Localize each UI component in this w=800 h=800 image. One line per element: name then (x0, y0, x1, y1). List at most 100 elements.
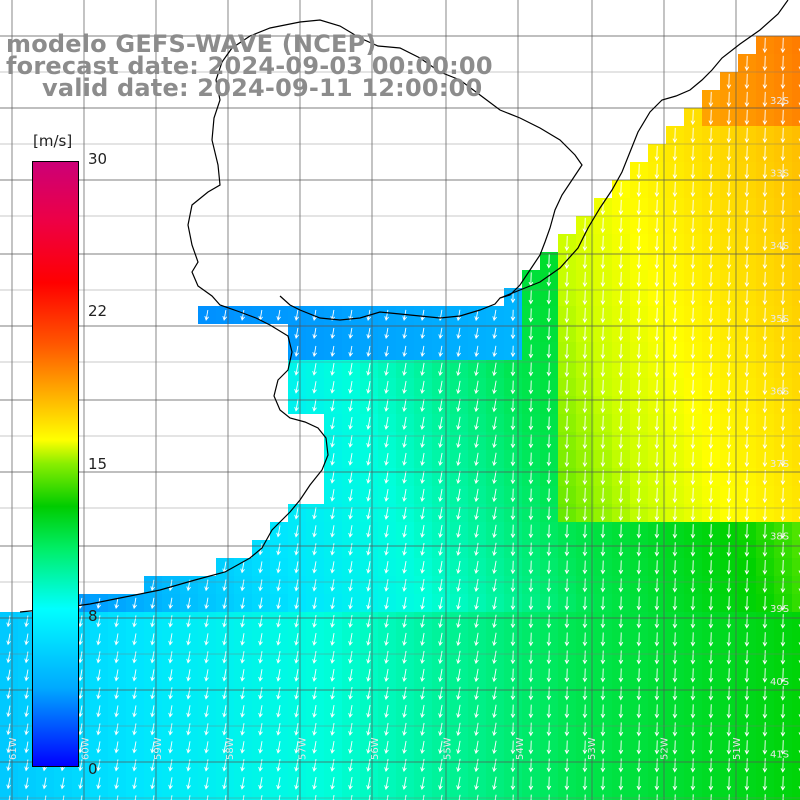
wind-arrow (330, 507, 335, 520)
wind-arrow (708, 487, 714, 504)
wind-arrow (708, 433, 714, 450)
wind-arrow (78, 759, 83, 772)
wind-arrow (726, 361, 732, 378)
wind-cell (792, 396, 800, 414)
wind-arrow (546, 524, 552, 539)
wind-arrow (672, 163, 678, 180)
wind-arrow (690, 542, 696, 557)
wind-arrow (276, 651, 281, 664)
wind-arrow (690, 722, 696, 737)
wind-arrow (258, 615, 263, 628)
wind-arrow (600, 704, 606, 719)
wind-arrow (636, 524, 642, 539)
wind-arrow (546, 632, 552, 647)
wind-arrow (672, 650, 678, 665)
wind-arrow (546, 272, 552, 287)
wind-arrow (726, 686, 732, 701)
wind-arrow (762, 379, 768, 396)
wind-arrow (420, 398, 425, 413)
wind-arrow (744, 343, 750, 360)
wind-arrow (222, 759, 227, 772)
wind-arrow (708, 289, 714, 306)
wind-arrow (636, 704, 642, 719)
wind-arrow (456, 506, 461, 521)
wind-arrow (726, 524, 732, 539)
wind-arrow (384, 668, 389, 682)
wind-arrow (260, 795, 263, 800)
wind-arrow (762, 91, 768, 108)
lat-label: 41S (770, 749, 789, 760)
wind-arrow (618, 758, 624, 773)
wind-cell (792, 504, 800, 522)
wind-arrow (420, 452, 425, 466)
wind-arrow (438, 542, 443, 556)
wind-arrow (312, 345, 317, 357)
wind-arrow (98, 795, 101, 800)
wind-arrow (762, 37, 768, 54)
wind-arrow (384, 416, 389, 430)
wind-arrow (762, 307, 768, 324)
wind-arrow (672, 433, 678, 450)
wind-arrow (600, 668, 606, 683)
wind-arrow (672, 668, 678, 683)
wind-arrow (510, 560, 516, 575)
colorbar-units: [m/s] (33, 132, 73, 150)
wind-arrow (510, 632, 516, 647)
wind-arrow (312, 651, 317, 664)
wind-arrow (348, 614, 353, 628)
wind-arrow (186, 741, 191, 754)
wind-arrow (528, 362, 534, 377)
wind-cell (288, 792, 306, 800)
wind-arrow (132, 723, 137, 736)
wind-arrow (330, 345, 335, 357)
wind-arrow (96, 741, 101, 754)
wind-arrow (402, 327, 407, 340)
wind-arrow (8, 795, 11, 800)
wind-arrow (744, 487, 750, 504)
wind-arrow (150, 633, 155, 646)
wind-arrow (294, 687, 299, 700)
wind-arrow (114, 651, 119, 664)
wind-arrow (366, 668, 371, 682)
wind-cell (792, 756, 800, 774)
wind-arrow (564, 596, 570, 611)
wind-arrow (618, 596, 624, 611)
wind-arrow (492, 327, 497, 340)
wind-arrow (510, 452, 516, 467)
wind-arrow (312, 399, 317, 412)
wind-cell (486, 792, 504, 800)
wind-arrow (510, 416, 516, 431)
wind-arrow (744, 181, 750, 198)
wind-arrow (636, 686, 642, 701)
wind-arrow (438, 524, 443, 538)
wind-arrow (204, 777, 209, 790)
wind-arrow (780, 37, 786, 54)
wind-arrow (582, 433, 588, 450)
wind-arrow (510, 345, 516, 358)
wind-cell (126, 792, 144, 800)
lat-label: 32S (770, 96, 789, 107)
wind-arrow (546, 254, 552, 269)
wind-arrow (350, 794, 353, 800)
wind-arrow (672, 415, 678, 432)
wind-arrow (510, 686, 516, 701)
wind-cell (792, 288, 800, 306)
wind-arrow (78, 651, 83, 664)
wind-arrow (636, 451, 642, 468)
wind-arrow (240, 759, 245, 772)
wind-arrow (240, 705, 245, 718)
wind-arrow (690, 415, 696, 432)
colorbar-tick-15: 15 (88, 455, 108, 473)
wind-arrow (762, 415, 768, 432)
wind-arrow (618, 451, 624, 468)
wind-arrow (762, 740, 768, 755)
wind-arrow (78, 705, 83, 718)
wind-arrow (366, 650, 371, 664)
wind-arrow (728, 794, 730, 800)
wind-arrow (618, 325, 624, 342)
wind-arrow (582, 596, 588, 611)
wind-arrow (564, 433, 570, 450)
wind-arrow (744, 109, 750, 126)
wind-arrow (546, 614, 552, 629)
wind-arrow (762, 776, 768, 791)
